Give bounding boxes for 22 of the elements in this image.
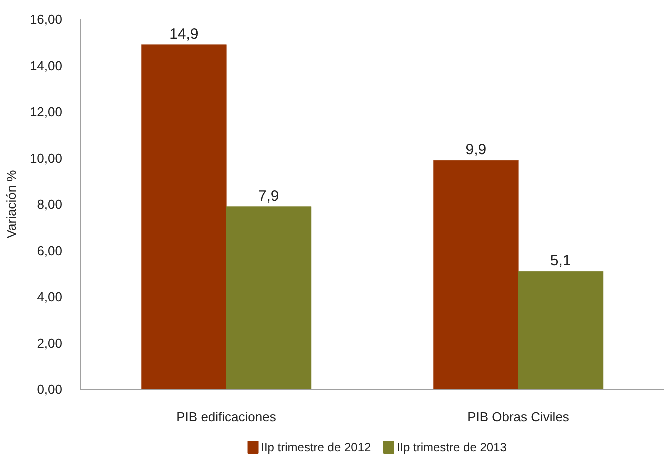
y-tick-label: 6,00 [37,243,63,258]
y-tick-label: 14,00 [30,58,63,74]
y-tick-label: 12,00 [30,104,63,120]
legend-label: IIp trimestre de 2013 [396,440,508,454]
bar [226,206,312,390]
data-label: 5,1 [550,252,572,270]
y-tick-label: 2,00 [37,336,63,351]
y-axis-title: Variación % [4,170,19,239]
bar [141,44,227,390]
bar [433,160,519,390]
y-tick-label: 16,00 [30,12,63,27]
y-tick-label: 8,00 [37,197,63,212]
data-label: 9,9 [466,142,487,159]
legend-label: IIp trimestre de 2012 [261,440,372,454]
x-tick-label: PIB edificaciones [176,410,277,424]
data-label: 7,9 [258,188,280,205]
x-tick-label: PIB Obras Civiles [468,410,570,424]
bar [518,271,604,390]
y-tick-label: 0,00 [37,382,63,397]
y-tick-label: 4,00 [37,290,63,304]
data-label: 14,9 [170,26,199,43]
y-tick-label: 10,00 [30,150,63,166]
